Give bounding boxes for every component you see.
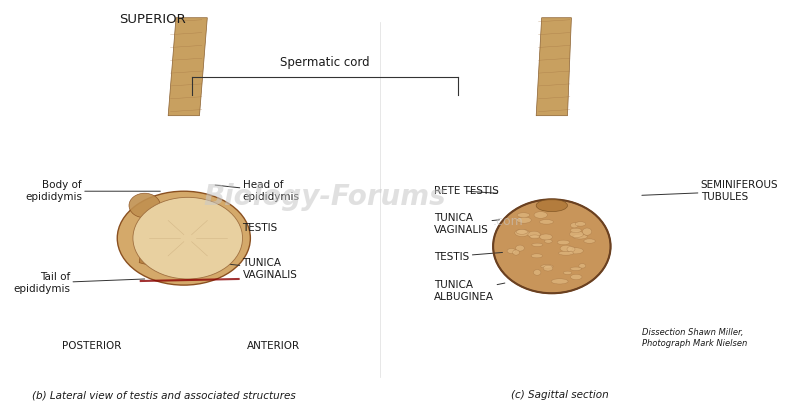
Ellipse shape bbox=[551, 279, 568, 284]
Text: TUNICA
ALBUGINEA: TUNICA ALBUGINEA bbox=[434, 280, 505, 302]
Ellipse shape bbox=[570, 231, 583, 238]
Ellipse shape bbox=[539, 219, 554, 224]
Ellipse shape bbox=[530, 235, 540, 238]
Ellipse shape bbox=[528, 231, 540, 238]
Text: .com: .com bbox=[493, 215, 524, 229]
Text: TUNICA
VAGINALIS: TUNICA VAGINALIS bbox=[434, 213, 499, 235]
Ellipse shape bbox=[582, 228, 592, 235]
Text: Biology-Forums: Biology-Forums bbox=[203, 183, 446, 211]
Ellipse shape bbox=[570, 275, 582, 279]
Ellipse shape bbox=[532, 243, 543, 247]
Text: Head of
epididymis: Head of epididymis bbox=[215, 180, 299, 202]
Ellipse shape bbox=[515, 229, 530, 236]
Text: SEMINIFEROUS
TUBULES: SEMINIFEROUS TUBULES bbox=[642, 180, 778, 202]
Text: TESTIS: TESTIS bbox=[434, 252, 502, 261]
Ellipse shape bbox=[133, 197, 242, 279]
Text: ANTERIOR: ANTERIOR bbox=[246, 342, 299, 351]
Ellipse shape bbox=[507, 249, 516, 254]
Ellipse shape bbox=[540, 234, 552, 240]
Ellipse shape bbox=[543, 266, 553, 271]
Ellipse shape bbox=[517, 217, 531, 223]
Ellipse shape bbox=[531, 254, 542, 258]
Text: TUNICA
VAGINALIS: TUNICA VAGINALIS bbox=[215, 258, 298, 279]
Ellipse shape bbox=[118, 191, 250, 285]
Text: Dissection Shawn Miller,
Photograph Mark Nielsen: Dissection Shawn Miller, Photograph Mark… bbox=[642, 328, 747, 348]
Text: Tail of
epididymis: Tail of epididymis bbox=[14, 272, 145, 294]
Ellipse shape bbox=[541, 265, 553, 268]
Ellipse shape bbox=[493, 199, 610, 293]
Ellipse shape bbox=[517, 213, 530, 217]
Polygon shape bbox=[214, 204, 240, 250]
Ellipse shape bbox=[575, 222, 586, 226]
Ellipse shape bbox=[570, 267, 582, 270]
Polygon shape bbox=[139, 222, 160, 267]
Ellipse shape bbox=[534, 270, 541, 275]
Polygon shape bbox=[536, 18, 571, 115]
Ellipse shape bbox=[567, 247, 575, 252]
Text: TESTIS: TESTIS bbox=[215, 223, 278, 233]
Ellipse shape bbox=[558, 251, 574, 255]
Ellipse shape bbox=[558, 240, 570, 245]
Ellipse shape bbox=[534, 212, 547, 218]
Text: Body of
epididymis: Body of epididymis bbox=[25, 180, 160, 202]
Ellipse shape bbox=[570, 223, 578, 228]
Ellipse shape bbox=[584, 239, 595, 243]
Text: SUPERIOR: SUPERIOR bbox=[119, 13, 186, 26]
Ellipse shape bbox=[544, 239, 552, 243]
Ellipse shape bbox=[513, 250, 519, 255]
Ellipse shape bbox=[579, 264, 586, 268]
Ellipse shape bbox=[129, 193, 160, 218]
Text: POSTERIOR: POSTERIOR bbox=[62, 342, 122, 351]
Text: Spermatic cord: Spermatic cord bbox=[280, 56, 370, 69]
Ellipse shape bbox=[570, 228, 582, 233]
Ellipse shape bbox=[563, 271, 572, 275]
Text: (b) Lateral view of testis and associated structures: (b) Lateral view of testis and associate… bbox=[32, 390, 296, 400]
Ellipse shape bbox=[560, 245, 573, 252]
Text: (c) Sagittal section: (c) Sagittal section bbox=[510, 390, 609, 400]
Ellipse shape bbox=[516, 229, 527, 234]
Text: RETE TESTIS: RETE TESTIS bbox=[434, 186, 499, 196]
Polygon shape bbox=[168, 18, 207, 115]
Ellipse shape bbox=[515, 245, 524, 251]
Ellipse shape bbox=[567, 248, 583, 254]
Ellipse shape bbox=[573, 234, 587, 239]
Ellipse shape bbox=[536, 199, 567, 212]
